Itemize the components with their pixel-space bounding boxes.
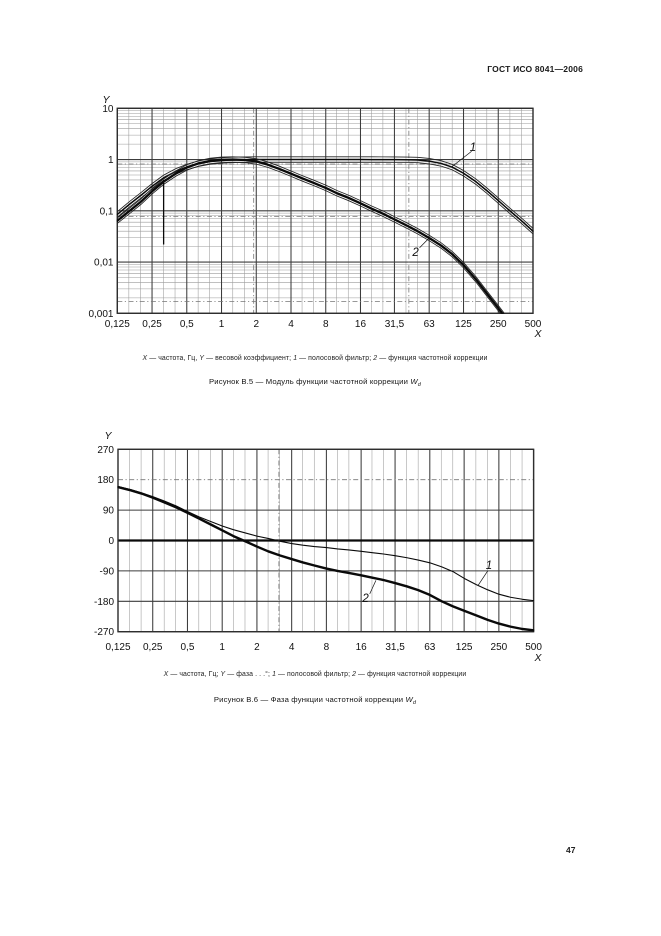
figure-b6-legend: X — частота, Гц; Y — фаза . . .°; 1 — по… [163,671,467,678]
svg-text:0,125: 0,125 [105,319,130,330]
svg-text:0,25: 0,25 [143,642,163,653]
svg-text:250: 250 [490,319,507,330]
svg-text:0,25: 0,25 [142,319,162,330]
svg-text:1: 1 [470,142,476,154]
magnitude-chart-svg: 1 2 0,125 0,25 0,5 1 2 4 8 16 31,5 63 125 250 500 10 1 0,… [88,94,542,340]
svg-text:2: 2 [253,319,259,330]
figure-b6-title: Рисунок В.6 — Фаза функции частотной кор… [213,695,417,706]
svg-text:X: X [533,328,542,340]
svg-text:16: 16 [355,319,367,330]
svg-text:63: 63 [424,319,436,330]
svg-text:16: 16 [356,642,368,653]
svg-text:0,001: 0,001 [88,309,113,320]
svg-text:1: 1 [219,319,225,330]
page-number: 47 [566,845,576,855]
svg-text:8: 8 [323,319,329,330]
svg-text:500: 500 [525,642,542,653]
svg-text:1: 1 [219,642,225,653]
svg-text:0,01: 0,01 [94,258,114,269]
svg-text:Y: Y [104,430,112,442]
svg-text:4: 4 [288,319,294,330]
svg-text:90: 90 [103,506,115,517]
phase-chart-svg: 1 2 0,125 0,25 0,5 1 2 4 8 16 31,5 63 125 250 500 270 18… [94,430,543,664]
svg-text:0,125: 0,125 [105,642,130,653]
svg-text:0,5: 0,5 [181,642,195,653]
svg-text:270: 270 [97,445,114,456]
svg-text:250: 250 [491,642,508,653]
svg-text:Y: Y [102,94,110,106]
svg-text:31,5: 31,5 [385,642,405,653]
figure-b5-chart: 1 2 0,125 0,25 0,5 1 2 4 8 16 31,5 63 125 250 500 10 1 0,… [70,90,550,342]
svg-text:180: 180 [97,475,114,486]
svg-text:2: 2 [361,593,369,605]
svg-text:0,5: 0,5 [180,319,194,330]
figure-b5-title: Рисунок В.5 — Модуль функции частотной к… [209,377,421,388]
svg-text:8: 8 [324,642,330,653]
svg-text:0,1: 0,1 [100,206,114,217]
svg-text:125: 125 [455,319,472,330]
svg-text:1: 1 [108,155,114,166]
svg-text:4: 4 [289,642,295,653]
svg-text:X: X [533,652,542,664]
svg-text:10: 10 [102,104,114,115]
svg-text:500: 500 [525,319,542,330]
svg-text:125: 125 [456,642,473,653]
svg-text:0: 0 [108,536,114,547]
svg-text:63: 63 [424,642,436,653]
svg-text:2: 2 [254,642,260,653]
figure-b6-chart: 1 2 0,125 0,25 0,5 1 2 4 8 16 31,5 63 125 250 500 270 18… [70,423,550,668]
svg-text:31,5: 31,5 [385,319,405,330]
svg-text:-270: -270 [94,627,114,638]
figure-b5-legend: X — частота, Гц, Y — весовой коэффициент… [142,355,488,362]
svg-text:-180: -180 [94,597,114,608]
svg-text:2: 2 [411,247,419,259]
page-header-standard-number: ГОСТ ИСО 8041—2006 [487,64,583,74]
svg-text:-90: -90 [100,566,115,577]
svg-text:1: 1 [486,560,492,572]
